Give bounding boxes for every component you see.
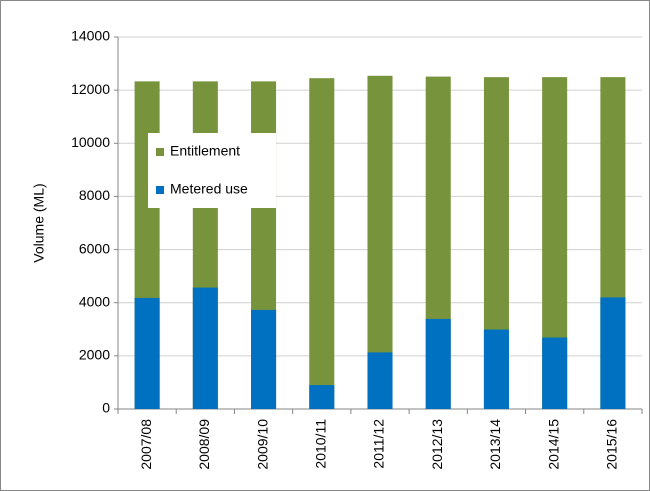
x-tick-label: 2008/09 xyxy=(196,419,212,470)
x-tick-label: 2009/10 xyxy=(254,419,270,470)
bar xyxy=(251,309,277,409)
x-tick-label: 2010/11 xyxy=(312,419,328,469)
x-tick-label: 2013/14 xyxy=(487,419,503,470)
bar xyxy=(542,337,568,409)
y-tick-label: 8000 xyxy=(79,187,110,203)
bar xyxy=(309,78,335,409)
y-tick-label: 2000 xyxy=(79,347,110,363)
x-tick-label: 2011/12 xyxy=(371,419,387,469)
x-tick-label: 2012/13 xyxy=(429,419,445,470)
y-tick-label: 4000 xyxy=(79,293,110,309)
bar xyxy=(483,329,509,409)
y-axis-label: Volume (ML) xyxy=(31,183,47,262)
legend-swatch xyxy=(156,186,164,194)
y-tick-label: 10000 xyxy=(71,134,110,150)
legend-box xyxy=(148,133,276,208)
bar xyxy=(192,287,218,409)
y-tick-label: 14000 xyxy=(71,28,110,44)
bar xyxy=(134,297,160,409)
y-tick-label: 0 xyxy=(102,400,110,416)
bar xyxy=(425,318,451,409)
legend-label: Metered use xyxy=(170,181,248,197)
x-tick-label: 2014/15 xyxy=(545,419,561,470)
legend-swatch xyxy=(156,148,164,156)
bar xyxy=(309,385,335,409)
bar xyxy=(367,352,393,409)
y-tick-label: 6000 xyxy=(79,240,110,256)
legend-label: Entitlement xyxy=(170,143,240,159)
x-tick-label: 2007/08 xyxy=(138,419,154,470)
y-tick-label: 12000 xyxy=(71,81,110,97)
bar xyxy=(600,297,626,409)
x-tick-label: 2015/16 xyxy=(604,419,620,470)
